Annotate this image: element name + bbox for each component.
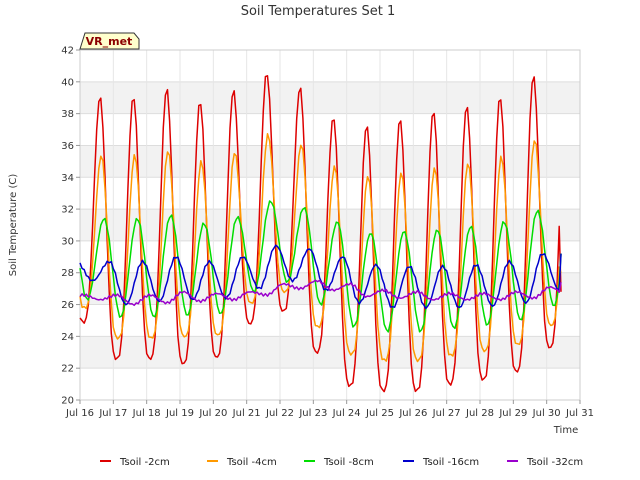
y-tick-label: 24 xyxy=(61,332,74,343)
y-tick-label: 34 xyxy=(61,173,74,184)
y-tick-label: 36 xyxy=(61,141,74,152)
y-tick-label: 40 xyxy=(61,77,74,88)
plot-frame xyxy=(79,49,581,401)
y-tick-label: 30 xyxy=(61,236,74,247)
y-tick-label: 20 xyxy=(61,396,74,407)
plot-band xyxy=(80,336,580,369)
y-tick-label: 28 xyxy=(61,268,74,279)
legend-label: Tsoil -32cm xyxy=(526,457,583,468)
x-tick-label: Jul 16 xyxy=(65,408,94,419)
x-tick-label: Jul 31 xyxy=(565,408,594,419)
x-tick-label: Jul 20 xyxy=(198,408,227,419)
y-tick-label: 22 xyxy=(61,364,74,375)
x-tick-label: Jul 28 xyxy=(465,408,494,419)
x-tick-label: Jul 21 xyxy=(232,408,261,419)
x-tick-label: Jul 22 xyxy=(265,408,294,419)
legend-label: Tsoil -2cm xyxy=(119,457,170,468)
x-tick-label: Jul 17 xyxy=(98,408,127,419)
y-tick-label: 26 xyxy=(61,300,74,311)
y-tick-label: 32 xyxy=(61,205,74,216)
x-axis: Jul 16 Jul 17 Jul 18 Jul 19 Jul 20 Jul 21 Jul … xyxy=(65,400,594,419)
badge-shape xyxy=(79,32,140,50)
x-tick-label: Jul 30 xyxy=(532,408,561,419)
legend-label: Tsoil -16cm xyxy=(422,457,479,468)
x-tick-label: Jul 25 xyxy=(365,408,394,419)
x-tick-label: Jul 24 xyxy=(332,408,361,419)
y-tick-label: 42 xyxy=(61,46,74,57)
x-axis-title: Time xyxy=(553,425,578,436)
x-tick-label: Jul 29 xyxy=(498,408,527,419)
legend-label: Tsoil -8cm xyxy=(323,457,374,468)
y-tick-label: 38 xyxy=(61,109,74,120)
badge-label: VR_met xyxy=(86,35,133,48)
x-tick-label: Jul 19 xyxy=(165,408,194,419)
y-axis: 20 22 24 26 28 30 32 34 36 38 40 42 xyxy=(61,46,80,407)
chart-title: Soil Temperatures Set 1 xyxy=(241,4,396,19)
plot-band xyxy=(80,81,580,114)
x-tick-label: Jul 23 xyxy=(298,408,327,419)
legend: Tsoil -2cm Tsoil -4cm Tsoil -8cm Tsoil -16c… xyxy=(100,457,583,468)
x-tick-label: Jul 18 xyxy=(132,408,161,419)
series-line-tsoil-32cm xyxy=(79,279,562,307)
legend-label: Tsoil -4cm xyxy=(226,457,277,468)
y-axis-title: Soil Temperature (C) xyxy=(8,174,19,277)
station-badge: VR_met xyxy=(79,32,140,50)
x-tick-label: Jul 27 xyxy=(432,408,461,419)
series-line-tsoil-4cm xyxy=(79,132,562,363)
series-line-tsoil-2cm xyxy=(79,75,562,393)
x-tick-label: Jul 26 xyxy=(398,408,427,419)
series-lines xyxy=(79,75,562,393)
